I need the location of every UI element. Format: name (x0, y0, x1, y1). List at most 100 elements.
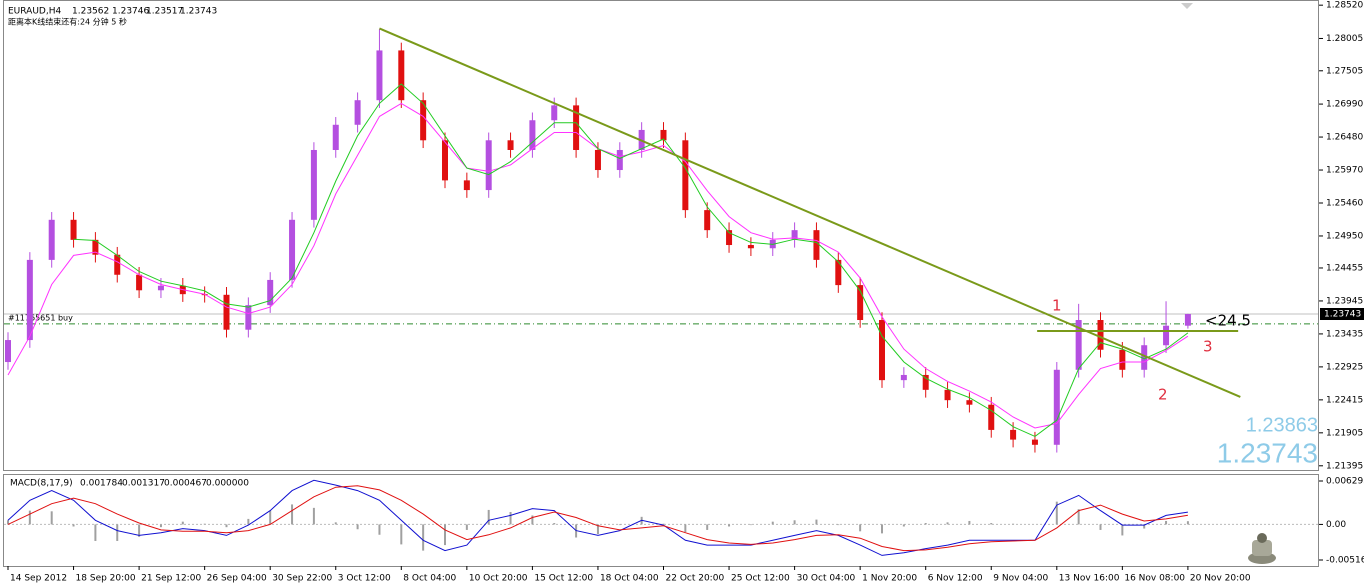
x-tick-label: 10 Oct 20:00 (469, 574, 528, 584)
y-tick-label: 1.25460 (1326, 198, 1363, 208)
macd-value: 0.001784 (80, 479, 123, 489)
annotation: 2 (1158, 386, 1168, 404)
candle-body (1119, 349, 1126, 370)
candle-body (332, 124, 339, 150)
y-tick-label: 0.00 (1326, 520, 1346, 530)
candle-body (529, 120, 536, 150)
candle-body (966, 400, 973, 405)
price-box (1320, 308, 1364, 321)
candle-body (136, 274, 143, 291)
x-tick-label: 3 Oct 12:00 (338, 574, 391, 584)
annotation: <24.5 (1205, 312, 1251, 330)
macd-frame (3, 474, 1319, 567)
ohlc-close: 1.23743 (180, 7, 217, 17)
robot-icon (1248, 533, 1276, 564)
y-tick-label: 0.006295 (1326, 477, 1364, 487)
ask-price: 1.23863 (1246, 414, 1318, 436)
candle-body (857, 285, 864, 321)
scroll-marker (1181, 3, 1193, 9)
y-tick-label: 1.23945 (1326, 296, 1363, 306)
candle-body (398, 50, 405, 101)
annotation: 3 (1203, 338, 1213, 356)
candle-body (1097, 320, 1104, 350)
candle-body (660, 129, 667, 141)
price-frame (3, 0, 1319, 471)
candle-body (594, 149, 601, 171)
moving-average (73, 83, 1189, 437)
x-tick-label: 15 Oct 12:00 (534, 574, 593, 584)
buffer-value: 0.000000 (206, 479, 249, 489)
candle-body (835, 259, 842, 286)
histogram-value: 0.000467 (164, 479, 207, 489)
candle-body (551, 105, 558, 121)
y-tick-label: 1.23435 (1326, 329, 1363, 339)
x-tick-label: 9 Nov 04:00 (993, 574, 1048, 584)
macd-title: MACD(8,17,9) (10, 479, 73, 489)
candle-body (1163, 325, 1170, 346)
x-tick-label: 25 Oct 12:00 (731, 574, 790, 584)
candle-body (26, 259, 33, 341)
y-tick-label: 1.24950 (1326, 231, 1363, 241)
x-tick-label: 14 Sep 2012 (10, 574, 67, 584)
candle-body (726, 230, 733, 246)
plot: 1.28520 1.28005 1.27505 1.26990 1.26480 1.259… (4, 1, 1364, 584)
y-tick-label: 1.24455 (1326, 263, 1363, 273)
y-tick-label: 1.21395 (1326, 461, 1363, 471)
candle-body (267, 279, 274, 306)
x-tick-label: 8 Oct 04:00 (403, 574, 456, 584)
symbol-title: EURAUD,H4 (8, 7, 61, 17)
candle-body (70, 219, 77, 240)
y-tick-label: 1.26990 (1326, 100, 1363, 110)
candle-body (5, 340, 11, 363)
candle-body (463, 180, 470, 191)
x-tick-label: 22 Oct 20:00 (666, 574, 725, 584)
countdown: 距离本K线结束还有:24 分钟 5 秒 (8, 17, 127, 27)
y-tick-label: 1.27505 (1326, 66, 1363, 76)
y-tick-label: 1.25970 (1326, 166, 1363, 176)
candle-body (289, 219, 296, 280)
candle-body (157, 285, 164, 291)
y-tick-label: 1.26480 (1326, 133, 1363, 143)
candle-body (1010, 429, 1017, 440)
x-tick-label: 6 Nov 12:00 (928, 574, 983, 584)
y-tick-label: 1.22415 (1326, 395, 1363, 405)
candle-body (223, 294, 230, 330)
x-tick-label: 13 Nov 16:00 (1059, 574, 1120, 584)
y-tick-label: -0.00516 (1326, 556, 1364, 566)
y-tick-label: 1.22925 (1326, 362, 1363, 372)
candle-body (420, 100, 427, 141)
candle-body (573, 105, 580, 150)
candle-body (1184, 314, 1191, 326)
x-tick-label: 18 Oct 04:00 (600, 574, 659, 584)
macd-line (7, 479, 1188, 556)
order-label: #11765651 buy (8, 313, 73, 322)
candle-body (922, 374, 929, 390)
x-tick-label: 21 Sep 12:00 (141, 574, 201, 584)
candle-body (747, 245, 754, 249)
y-tick-label: 1.28005 (1326, 34, 1363, 44)
candle-body (245, 305, 252, 330)
candle-body (988, 404, 995, 430)
candle-body (354, 100, 361, 125)
candle-body (879, 320, 885, 381)
signal-value: 0.001317 (122, 479, 165, 489)
annotation: 1 (1052, 297, 1062, 315)
ohlc-low: 1.23517 (146, 7, 183, 17)
x-tick-label: 18 Sep 20:00 (76, 574, 136, 584)
candle-body (48, 219, 55, 260)
candle-body (376, 50, 383, 101)
candle-body (1053, 369, 1060, 445)
candle-body (1141, 345, 1148, 370)
x-tick-label: 30 Oct 04:00 (797, 574, 856, 584)
candle-body (704, 210, 711, 231)
candle-body (791, 230, 798, 240)
ohlc-high: 1.23746 (112, 7, 149, 17)
candle-body (813, 230, 820, 260)
y-tick-label: 1.21905 (1326, 428, 1363, 438)
candle-body (507, 140, 514, 150)
candle-body (682, 140, 689, 211)
candle-body (900, 374, 907, 381)
macd-line (7, 485, 1188, 552)
trendline (379, 27, 1241, 398)
candle-body (442, 140, 448, 181)
